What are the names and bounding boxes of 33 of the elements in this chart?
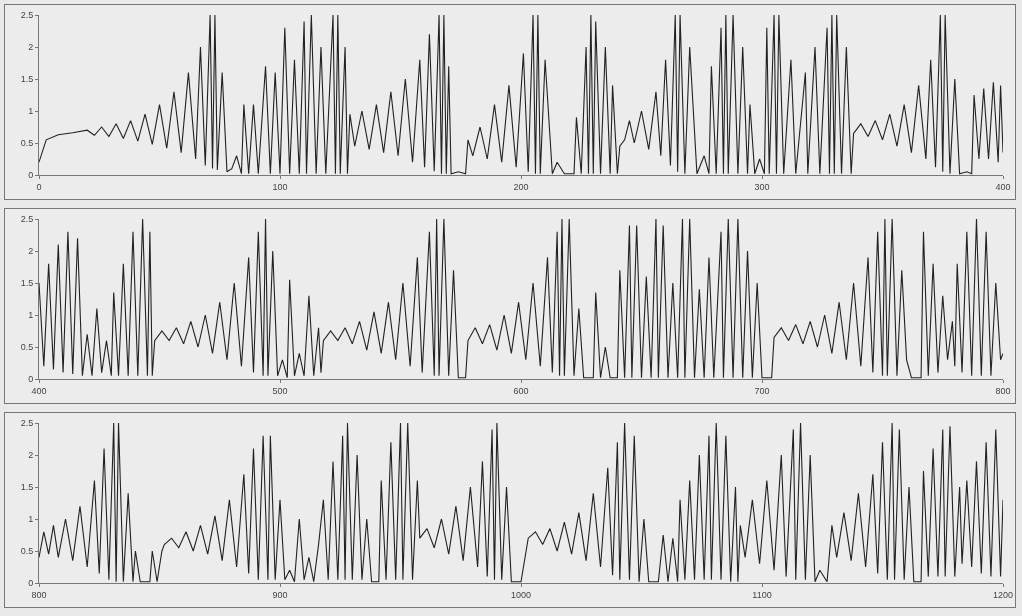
y-tick-label: 1.5 — [20, 74, 34, 85]
y-tick-label: 1.5 — [20, 482, 34, 493]
y-tick-label: 2.5 — [20, 418, 34, 429]
x-tick-label: 900 — [272, 589, 288, 600]
x-tick-label: 200 — [513, 181, 529, 192]
y-tick-label: 0 — [28, 374, 34, 385]
y-tick-label: 1 — [28, 106, 34, 117]
x-tick-label: 300 — [754, 181, 770, 192]
y-tick-label: 0 — [28, 170, 34, 181]
x-tick-label: 400 — [995, 181, 1011, 192]
y-tick-label: 2 — [28, 450, 34, 461]
x-tick-label: 800 — [31, 589, 47, 600]
y-tick-label: 0.5 — [20, 138, 34, 149]
x-tick-label: 1100 — [752, 589, 772, 600]
y-tick-label: 2.5 — [20, 214, 34, 225]
x-tick-label: 600 — [513, 385, 529, 396]
x-tick-label: 1000 — [510, 589, 532, 600]
y-tick-label: 0.5 — [20, 546, 34, 557]
y-tick-label: 1 — [28, 310, 34, 321]
x-tick-label: 1200 — [992, 589, 1014, 600]
x-tick-label: 500 — [272, 385, 288, 396]
x-tick-label: 800 — [995, 385, 1011, 396]
y-tick-label: 0.5 — [20, 342, 34, 353]
x-tick-label: 100 — [272, 181, 288, 192]
y-tick-label: 0 — [28, 578, 34, 589]
y-tick-label: 1 — [28, 514, 34, 525]
y-tick-label: 2 — [28, 42, 34, 53]
y-tick-label: 1.5 — [20, 278, 34, 289]
x-tick-label: 400 — [31, 385, 47, 396]
y-tick-label: 2 — [28, 246, 34, 257]
x-tick-label: 700 — [754, 385, 770, 396]
y-tick-label: 2.5 — [20, 10, 34, 21]
x-tick-label: 0 — [36, 181, 42, 192]
